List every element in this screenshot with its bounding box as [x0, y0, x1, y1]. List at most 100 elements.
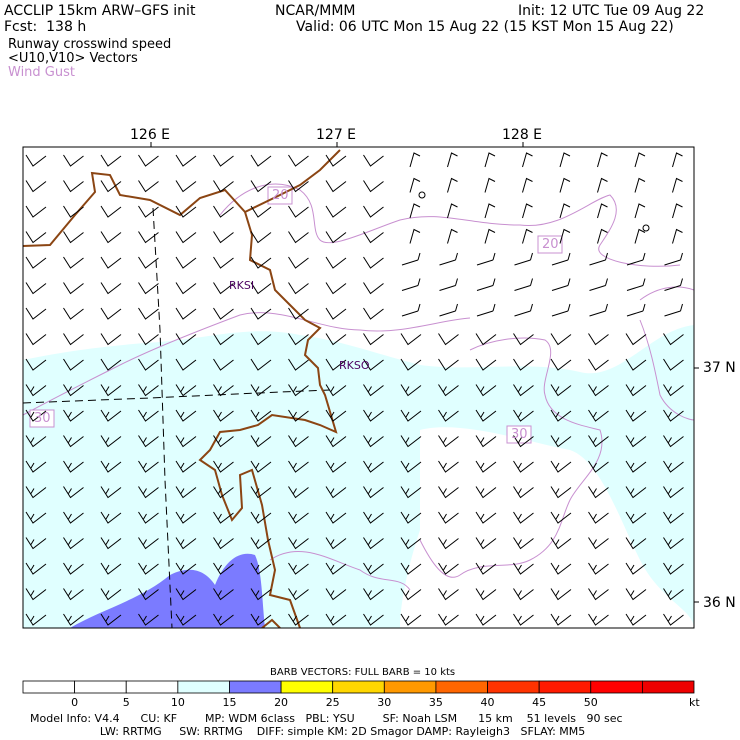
wind-barb	[100, 409, 122, 422]
wind-barb	[475, 486, 497, 499]
wind-barb	[663, 358, 684, 371]
wind-barb	[213, 613, 234, 626]
colorbar-tick: 40	[480, 696, 495, 709]
wind-barb	[588, 409, 609, 422]
wind-barb	[288, 333, 309, 346]
wind-barb	[513, 613, 534, 626]
gust-contours	[23, 183, 694, 591]
wind-barb	[63, 588, 84, 601]
wind-barb	[25, 358, 47, 371]
wind-barb	[138, 282, 159, 295]
wind-barb	[400, 384, 422, 397]
wind-barb	[250, 205, 272, 218]
contour-label-20b: 20	[542, 237, 559, 252]
wind-barb	[663, 384, 684, 397]
wind-barb	[663, 562, 684, 575]
wind-barb	[513, 588, 534, 601]
wind-barb	[551, 252, 571, 266]
wind-barb	[438, 460, 459, 473]
wind-barb	[100, 333, 122, 346]
wind-barb	[363, 205, 384, 218]
wind-barb	[626, 303, 646, 317]
wind-barb	[597, 152, 608, 168]
wind-barb	[138, 231, 159, 244]
wind-barb	[401, 278, 421, 291]
colorbar-segment	[435, 680, 488, 694]
wind-barb	[213, 562, 234, 575]
wind-barb	[438, 435, 459, 448]
wind-barb	[288, 180, 309, 193]
wind-barbs	[25, 152, 684, 626]
wind-barb	[363, 256, 384, 269]
wind-barb	[213, 435, 234, 448]
wind-barb	[400, 486, 422, 499]
wind-barb	[325, 333, 347, 346]
colorbar-segment	[383, 680, 437, 694]
wind-barb	[25, 384, 47, 397]
wind-barb	[100, 435, 122, 448]
wind-barb	[63, 511, 84, 524]
wind-barb	[250, 333, 272, 346]
wind-barb	[288, 537, 309, 550]
wind-barb	[625, 409, 647, 422]
wind-barb	[625, 435, 647, 448]
wind-barb	[625, 460, 647, 473]
wind-barb	[513, 460, 534, 473]
wind-barb	[559, 203, 571, 219]
wind-barb	[588, 486, 609, 499]
wind-barb	[100, 537, 122, 550]
colorbar-tick: 0	[71, 696, 79, 709]
wind-barb	[213, 282, 234, 295]
wind-barb	[25, 511, 47, 524]
model-info-line1: Model Info: V4.4 CU: KF MP: WDM 6class P…	[30, 712, 623, 725]
wind-barb	[100, 154, 122, 167]
wind-barb	[589, 278, 608, 291]
wind-barb	[325, 307, 347, 320]
wind-barb	[213, 588, 234, 601]
wind-barb	[325, 282, 347, 295]
colorbar-segment	[332, 680, 385, 694]
wind-barb	[438, 613, 459, 626]
wind-barb	[625, 384, 647, 397]
wind-barb	[363, 282, 384, 295]
wind-barb	[522, 228, 533, 244]
lon-label-126: 126 E	[130, 127, 171, 143]
wind-barb	[522, 177, 533, 193]
wind-barb	[625, 511, 647, 524]
wind-barb	[138, 256, 159, 269]
wind-barb	[588, 511, 609, 524]
wind-barb	[400, 358, 422, 371]
wind-barb	[138, 180, 159, 193]
wind-barb	[409, 152, 421, 168]
wind-barb	[475, 613, 497, 626]
colorbar-tick: 30	[377, 696, 392, 709]
wind-barb	[634, 152, 646, 168]
wind-barb	[25, 486, 47, 499]
wind-barb	[513, 562, 534, 575]
colorbar-segment	[177, 680, 230, 694]
wind-barb	[288, 231, 309, 244]
wind-barb	[663, 511, 684, 524]
wind-barb	[250, 154, 272, 167]
wind-barb	[138, 613, 159, 626]
coastline-north	[244, 149, 341, 213]
wind-barb	[175, 613, 197, 626]
wind-barb	[213, 256, 234, 269]
wind-barb	[175, 511, 197, 524]
wind-barb	[100, 205, 122, 218]
wind-barb	[513, 384, 534, 397]
wind-barb	[213, 537, 234, 550]
wind-barb	[672, 152, 683, 168]
station-label-rksi: RKSI	[229, 279, 255, 292]
wind-barb	[175, 256, 197, 269]
wind-barb	[250, 282, 272, 295]
wind-barb	[363, 384, 384, 397]
wind-barb	[325, 613, 347, 626]
field-label-gust: Wind Gust	[8, 65, 75, 80]
wind-barb	[476, 252, 496, 266]
wind-barb	[550, 511, 572, 524]
contour-label-30a: 30	[34, 411, 51, 426]
wind-barb	[400, 562, 422, 575]
wind-barb	[100, 486, 122, 499]
wind-barb	[138, 435, 159, 448]
